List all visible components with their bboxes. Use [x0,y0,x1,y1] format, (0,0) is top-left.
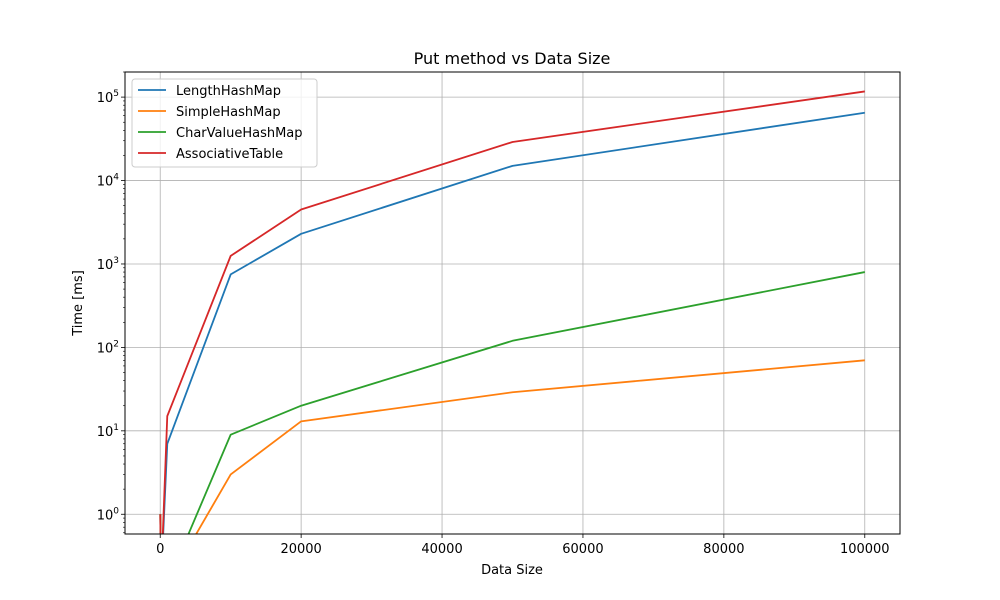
grid-layer [125,72,900,534]
y-tick-label: 105 [97,89,119,106]
x-tick-label: 60000 [562,542,603,557]
x-tick-label: 40000 [421,542,462,557]
series-line [159,90,865,534]
series-layer [159,90,865,534]
legend-label: AssociativeTable [176,147,283,162]
x-tick-label: 20000 [280,542,321,557]
chart-title: Put method vs Data Size [414,49,611,68]
legend-entries: LengthHashMap SimpleHashMap CharValueHashM… [138,84,303,162]
y-tick-label: 103 [97,256,119,273]
y-tick-label: 104 [97,173,120,190]
y-tick-label: 101 [97,423,119,440]
y-tick-label: 102 [97,339,119,356]
series-line [159,111,865,534]
x-tick-label: 80000 [703,542,744,557]
series-line [159,359,865,534]
series-line [159,271,865,534]
legend: LengthHashMap SimpleHashMap CharValueHashM… [131,78,318,168]
x-axis-label: Data Size [481,563,543,578]
y-axis-label: Time [ms] [71,270,86,337]
legend-label: CharValueHashMap [176,126,303,141]
x-tick-label: 0 [156,542,164,557]
tick-layer: 0 20000 40000 60000 80000 100000 100 101 102 103 1… [97,71,890,557]
y-tick-label: 100 [97,506,120,523]
legend-label: SimpleHashMap [176,105,281,120]
legend-label: LengthHashMap [176,84,281,99]
legend-box [131,78,318,168]
plot-frame [124,71,901,535]
x-tick-label: 100000 [840,542,890,557]
